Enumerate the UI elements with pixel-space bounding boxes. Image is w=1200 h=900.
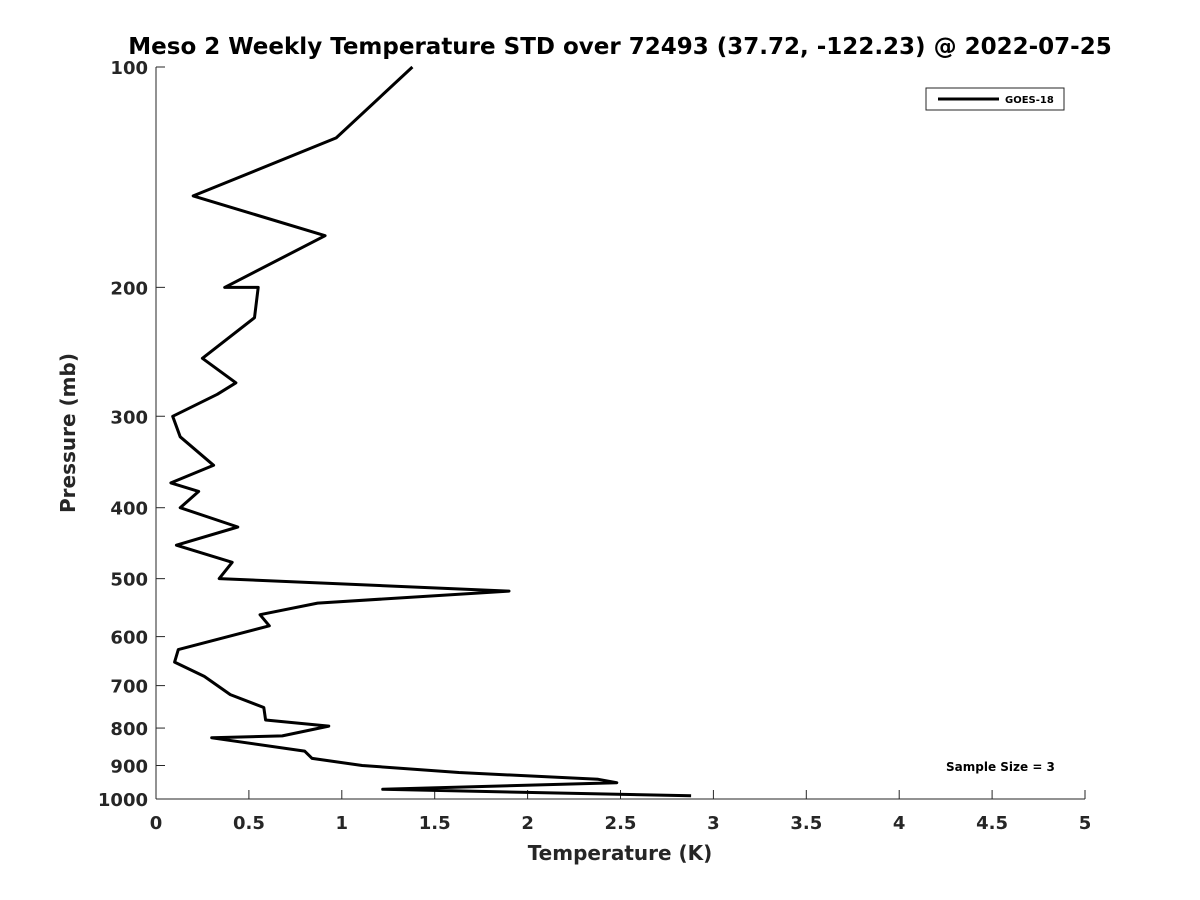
x-tick-label: 4.5 [976,813,1008,834]
x-tick-label: 3 [707,813,720,834]
x-tick-label: 0.5 [233,813,265,834]
x-tick-label: 2.5 [605,813,637,834]
y-axis-label: Pressure (mb) [56,353,80,513]
y-tick-label: 200 [110,278,148,299]
y-tick-label: 500 [110,570,148,591]
x-tick-label: 1 [336,813,349,834]
y-tick-label: 100 [110,58,148,79]
x-tick-label: 1.5 [419,813,451,834]
legend: GOES-18 [925,87,1065,111]
x-axis-ticks: 0 0.5 1 1.5 2 2.5 3 3.5 4 4.5 5 [150,790,1092,834]
sample-size-annotation: Sample Size = 3 [946,760,1055,774]
series-line-goes-18 [169,65,692,798]
chart-title: Meso 2 Weekly Temperature STD over 72493… [128,34,1111,60]
y-tick-label: 900 [110,757,148,778]
x-tick-label: 4 [893,813,906,834]
y-tick-label: 300 [110,407,148,428]
x-tick-label: 2 [521,813,534,834]
x-tick-label: 3.5 [790,813,822,834]
y-axis-ticks: 100 200 300 400 500 600 700 800 900 1000 [98,58,165,811]
y-tick-label: 1000 [98,790,148,811]
series-layer [169,65,692,798]
y-tick-label: 400 [110,499,148,520]
y-tick-label: 600 [110,628,148,649]
y-tick-label: 800 [110,719,148,740]
x-tick-label: 5 [1079,813,1092,834]
legend-label-goes-18: GOES-18 [1005,95,1054,106]
y-tick-label: 700 [110,677,148,698]
x-axis-label: Temperature (K) [528,841,713,865]
x-tick-label: 0 [150,813,163,834]
